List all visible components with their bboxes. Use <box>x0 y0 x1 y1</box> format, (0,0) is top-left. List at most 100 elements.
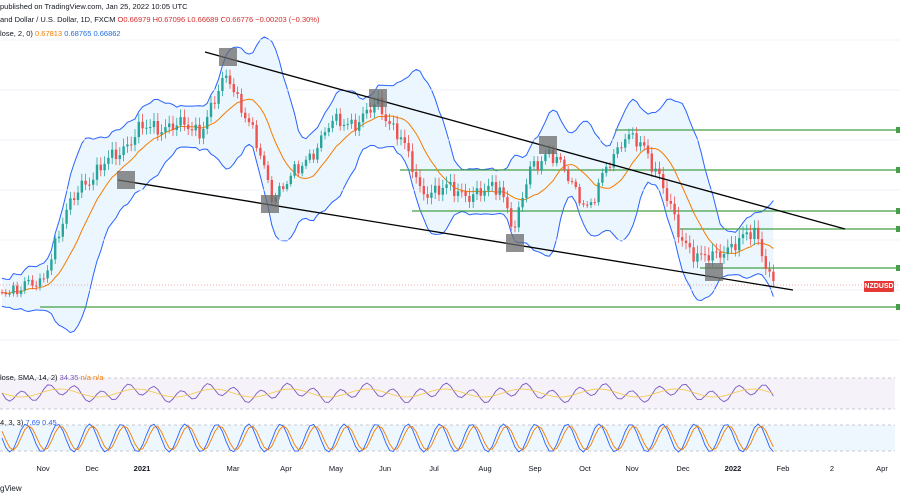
horizontal-levels <box>40 127 900 310</box>
candle-body <box>605 166 608 173</box>
candle-body <box>544 154 547 162</box>
candle-body <box>726 247 729 255</box>
time-axis: Nov Dec 2021 Mar Apr May Jun Jul Aug Sep Oct Nov Dec… <box>36 464 888 473</box>
x-tick-label: Dec <box>85 464 99 473</box>
candle-body <box>692 247 695 262</box>
candle-body <box>681 237 684 241</box>
candle-body <box>365 109 368 114</box>
candle-body <box>145 127 148 129</box>
candle-body <box>259 147 262 156</box>
candle-body <box>768 268 771 272</box>
candle-body <box>437 185 441 195</box>
candle-body <box>392 123 395 125</box>
candle-body <box>164 127 167 133</box>
level-handle <box>896 127 900 133</box>
candle-body <box>327 128 330 133</box>
candle-body <box>373 104 376 113</box>
candle-body <box>194 124 197 131</box>
candle-body <box>540 161 543 171</box>
pivot-marker <box>219 48 237 66</box>
rsi-sma-line <box>1 388 774 398</box>
candle-body <box>335 113 338 121</box>
candle-body <box>506 197 509 209</box>
candle-body <box>54 238 57 260</box>
candle-body <box>358 122 361 131</box>
candle-body <box>730 243 733 248</box>
candle-body <box>84 180 87 185</box>
candle-body <box>764 256 767 269</box>
bollinger-legend: lose, 2, 0) 0.67813 0.68765 0.66862 <box>0 29 121 38</box>
candle-body <box>114 149 118 159</box>
candle-body <box>339 113 342 127</box>
candle-body <box>707 255 710 261</box>
candle-body <box>627 134 631 140</box>
candle-body <box>160 132 163 135</box>
x-tick-label: Jun <box>379 464 391 473</box>
x-tick-label: Oct <box>579 464 592 473</box>
candle-body <box>35 285 38 287</box>
candle-body <box>749 232 752 240</box>
candle-body <box>719 251 722 258</box>
ohlc-close: C0.66776 <box>220 15 254 24</box>
candle-body <box>171 123 175 130</box>
candle-body <box>684 240 688 244</box>
candle-body <box>320 135 323 148</box>
rsi-legend: lose, SMA, 14, 2) 34.35 n/a n/a <box>0 373 103 382</box>
candle-body <box>639 142 642 147</box>
candle-body <box>149 127 152 129</box>
x-tick-label: Apr <box>876 464 888 473</box>
candle-body <box>760 239 764 257</box>
candle-body <box>753 227 756 240</box>
candle-body <box>772 271 775 282</box>
ohlc-open: O0.66979 <box>117 15 151 24</box>
candle-body <box>734 243 737 251</box>
x-tick-label: May <box>329 464 343 473</box>
candle-body <box>156 121 159 135</box>
candle-body <box>133 137 137 145</box>
bollinger-upper: 0.68765 <box>64 29 92 38</box>
candle-body <box>350 119 353 124</box>
x-tick-label: Nov <box>625 464 639 473</box>
candle-body <box>570 180 574 182</box>
candle-body <box>517 207 520 228</box>
candle-body <box>99 164 102 171</box>
candle-body <box>650 153 653 172</box>
candlesticks <box>0 69 775 298</box>
candle-body <box>0 292 4 294</box>
rsi-params: lose, SMA, 14, 2) <box>0 373 58 382</box>
candle-body <box>175 125 178 130</box>
candle-body <box>696 253 699 262</box>
level-handle <box>896 226 900 232</box>
candle-body <box>76 192 80 200</box>
pivot-marker <box>261 195 279 213</box>
candle-body <box>426 194 429 198</box>
candle-body <box>103 163 106 171</box>
candle-body <box>122 146 125 156</box>
candle-body <box>69 198 72 210</box>
candle-body <box>494 182 498 195</box>
candle-body <box>646 145 650 154</box>
candle-body <box>88 184 91 186</box>
candle-body <box>42 278 45 280</box>
candle-body <box>179 117 182 126</box>
pivot-marker <box>369 89 387 107</box>
candle-body <box>244 112 247 119</box>
candle-body <box>578 186 581 204</box>
candle-body <box>601 172 604 183</box>
candle-body <box>228 75 232 85</box>
candle-body <box>559 156 562 160</box>
candle-body <box>456 191 460 196</box>
candle-body <box>703 253 707 256</box>
candle-body <box>624 139 627 148</box>
pivot-marker <box>117 171 135 189</box>
candle-body <box>665 188 669 201</box>
stochastic-k-line <box>1 423 774 453</box>
candle-body <box>532 161 536 167</box>
x-tick-label: Aug <box>478 464 491 473</box>
candle-body <box>225 75 228 78</box>
candle-body <box>445 184 448 188</box>
candle-body <box>107 157 110 164</box>
bollinger-upper-line <box>1 36 774 280</box>
candle-body <box>536 161 539 171</box>
